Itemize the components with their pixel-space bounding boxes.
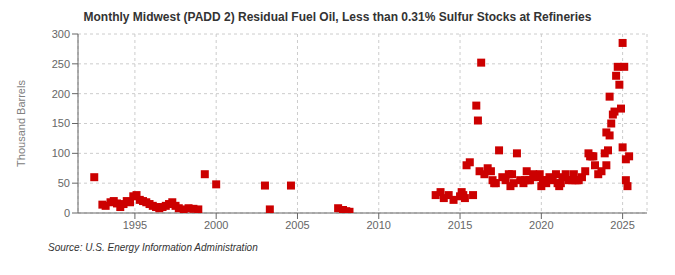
svg-text:200: 200 [52,88,70,100]
svg-text:250: 250 [52,58,70,70]
svg-text:2025: 2025 [610,219,634,231]
svg-text:100: 100 [52,147,70,159]
svg-text:2015: 2015 [448,219,472,231]
html-text:Source: U.S. Energy Informatio: Source: U.S. Energy Information Administ… [48,242,258,253]
svg-text:2020: 2020 [529,219,553,231]
svg-text:300: 300 [52,28,70,40]
svg-text:2000: 2000 [204,219,228,231]
svg-text:Thousand Barrels: Thousand Barrels [15,80,27,167]
svg-text:2005: 2005 [285,219,309,231]
svg-text:0: 0 [64,207,70,219]
svg-text:150: 150 [52,117,70,129]
html-text:Monthly Midwest (PADD 2) Resid: Monthly Midwest (PADD 2) Residual Fuel O… [83,10,592,24]
svg-text:2010: 2010 [367,219,391,231]
svg-text:50: 50 [58,177,70,189]
svg-text:1995: 1995 [123,219,147,231]
